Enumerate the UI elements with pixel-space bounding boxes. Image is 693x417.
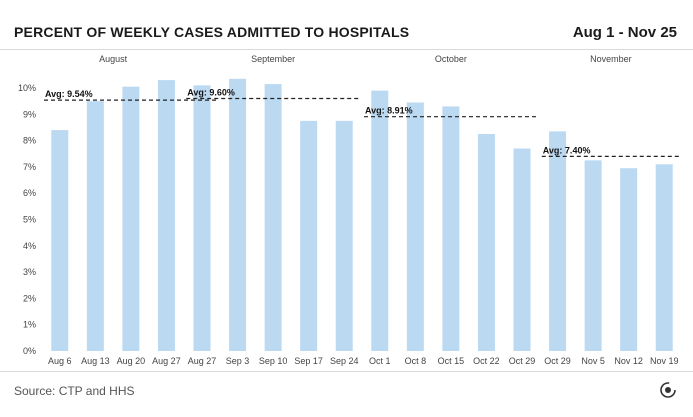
x-tick-label: Aug 27 bbox=[152, 356, 181, 366]
bar bbox=[86, 101, 104, 352]
y-tick-label: 10% bbox=[18, 83, 36, 93]
bar bbox=[655, 164, 673, 351]
x-tick-label: Nov 5 bbox=[581, 356, 605, 366]
bar-chart: August September October November 0% 1% 2% 3% 4%… bbox=[18, 54, 680, 366]
x-tick-label: Nov 12 bbox=[614, 356, 643, 366]
bar bbox=[122, 86, 140, 351]
y-tick-label: 1% bbox=[23, 320, 36, 330]
footer-divider bbox=[0, 371, 693, 372]
x-tick-label: Oct 29 bbox=[544, 356, 571, 366]
x-tick-label: Aug 27 bbox=[188, 356, 217, 366]
y-tick-label: 2% bbox=[23, 293, 36, 303]
x-tick-label: Nov 19 bbox=[650, 356, 679, 366]
bar bbox=[335, 120, 353, 351]
bar bbox=[477, 134, 495, 351]
source-note: Source: CTP and HHS bbox=[14, 384, 135, 398]
month-label: September bbox=[251, 54, 295, 64]
x-tick-label: Oct 29 bbox=[509, 356, 536, 366]
bar bbox=[513, 148, 531, 351]
month-label: November bbox=[590, 54, 632, 64]
y-tick-label: 5% bbox=[23, 215, 36, 225]
x-tick-label: Sep 3 bbox=[226, 356, 250, 366]
y-tick-label: 6% bbox=[23, 188, 36, 198]
y-tick-label: 3% bbox=[23, 267, 36, 277]
x-tick-label: Oct 8 bbox=[405, 356, 427, 366]
chart-title: PERCENT OF WEEKLY CASES ADMITTED TO HOSP… bbox=[14, 24, 410, 40]
circle-logo-icon bbox=[660, 382, 676, 398]
month-label: August bbox=[99, 54, 128, 64]
bar bbox=[442, 106, 460, 351]
bar bbox=[300, 120, 318, 351]
x-tick-label: Oct 22 bbox=[473, 356, 500, 366]
bar bbox=[584, 160, 602, 351]
bar bbox=[264, 84, 282, 352]
average-label: Avg: 7.40% bbox=[543, 145, 591, 155]
y-tick-label: 7% bbox=[23, 162, 36, 172]
x-tick-label: Aug 6 bbox=[48, 356, 72, 366]
x-tick-label: Aug 13 bbox=[81, 356, 110, 366]
bar bbox=[549, 131, 567, 351]
y-tick-label: 8% bbox=[23, 136, 36, 146]
date-range: Aug 1 - Nov 25 bbox=[572, 24, 677, 41]
bar bbox=[620, 168, 638, 351]
average-label: Avg: 9.60% bbox=[187, 88, 235, 98]
y-tick-label: 0% bbox=[23, 346, 36, 356]
average-label: Avg: 8.91% bbox=[365, 106, 413, 116]
bar bbox=[51, 130, 69, 351]
bar bbox=[371, 90, 389, 351]
x-tick-label: Sep 17 bbox=[294, 356, 323, 366]
x-tick-label: Sep 24 bbox=[330, 356, 359, 366]
bar bbox=[406, 102, 424, 351]
y-tick-label: 4% bbox=[23, 241, 36, 251]
x-tick-label: Aug 20 bbox=[117, 356, 146, 366]
header-divider bbox=[0, 49, 693, 50]
average-label: Avg: 9.54% bbox=[45, 89, 93, 99]
month-label: October bbox=[435, 54, 467, 64]
x-tick-label: Oct 1 bbox=[369, 356, 391, 366]
bar bbox=[193, 85, 211, 352]
bar bbox=[157, 80, 175, 352]
x-tick-label: Sep 10 bbox=[259, 356, 288, 366]
y-tick-label: 9% bbox=[23, 109, 36, 119]
bar bbox=[229, 78, 247, 352]
x-tick-label: Oct 15 bbox=[438, 356, 465, 366]
